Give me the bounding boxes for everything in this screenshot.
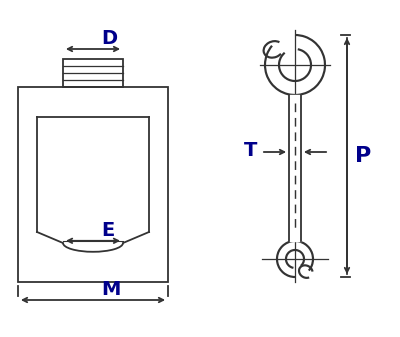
- Text: T: T: [244, 142, 257, 160]
- Text: E: E: [101, 221, 114, 240]
- Text: P: P: [355, 146, 371, 166]
- Bar: [18, 87, 168, 282]
- Text: D: D: [101, 29, 117, 48]
- Polygon shape: [289, 95, 301, 241]
- Text: M: M: [101, 280, 120, 299]
- Bar: [63, 59, 123, 87]
